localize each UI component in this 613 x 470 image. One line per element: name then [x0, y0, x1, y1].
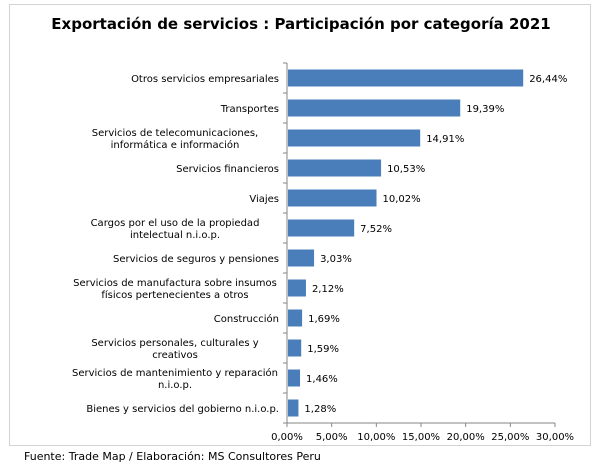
x-tick-label: 20,00%: [447, 432, 485, 443]
bar: [288, 129, 421, 147]
bar: [288, 279, 306, 297]
bar: [288, 219, 355, 237]
category-label: Otros servicios empresariales: [131, 74, 279, 85]
category-label: Viajes: [249, 194, 279, 205]
x-tick-label: 10,00%: [357, 432, 395, 443]
chart-title: Exportación de servicios : Participación…: [51, 15, 551, 33]
bar: [288, 69, 524, 87]
bar: [288, 309, 303, 327]
bar: [288, 339, 302, 357]
source-note: Fuente: Trade Map / Elaboración: MS Cons…: [24, 450, 321, 463]
value-label: 19,39%: [466, 104, 504, 115]
x-tick-label: 30,00%: [536, 432, 574, 443]
bar: [288, 99, 461, 117]
category-label: Construcción: [214, 313, 279, 325]
category-label: Servicios de mantenimiento y reparación n…: [72, 367, 278, 391]
category-label: Servicios de manufactura sobre insumos fí…: [73, 278, 277, 301]
category-label: Cargos por el uso de la propiedad intelec…: [91, 218, 260, 241]
category-label: Servicios personales, culturales y creati…: [91, 338, 258, 361]
category-label: Servicios financieros: [176, 164, 279, 175]
value-label: 1,46%: [306, 374, 338, 385]
bar: [288, 159, 382, 177]
x-tick-label: 0,00%: [271, 432, 303, 443]
value-label: 2,12%: [312, 284, 344, 295]
category-label: Servicios de telecomunicaciones, informát…: [92, 128, 258, 151]
x-tick-label: 25,00%: [491, 432, 529, 443]
value-label: 26,44%: [529, 74, 567, 85]
value-label: 10,02%: [383, 194, 421, 205]
value-label: 7,52%: [360, 224, 392, 235]
x-tick-label: 15,00%: [402, 432, 440, 443]
bar: [288, 249, 315, 267]
bar: [288, 399, 299, 417]
chart-frame: Exportación de servicios : Participación…: [9, 4, 591, 446]
category-label: Bienes y servicios del gobierno n.i.o.p.: [86, 404, 279, 415]
bar-chart-plot: 0,00% 5,00% 10,00% 15,00% 20,00% 25,00% 30,00%…: [72, 62, 574, 443]
x-tick-label: 5,00%: [316, 432, 348, 443]
bar: [288, 369, 301, 387]
value-label: 10,53%: [387, 164, 425, 175]
bar: [288, 189, 377, 207]
value-label: 1,69%: [308, 314, 340, 325]
category-label: Servicios de seguros y pensiones: [113, 254, 279, 265]
value-label: 14,91%: [426, 134, 464, 145]
value-label: 1,28%: [304, 404, 336, 415]
value-label: 3,03%: [320, 254, 352, 265]
category-label: Transportes: [220, 104, 279, 115]
value-label: 1,59%: [307, 344, 339, 355]
